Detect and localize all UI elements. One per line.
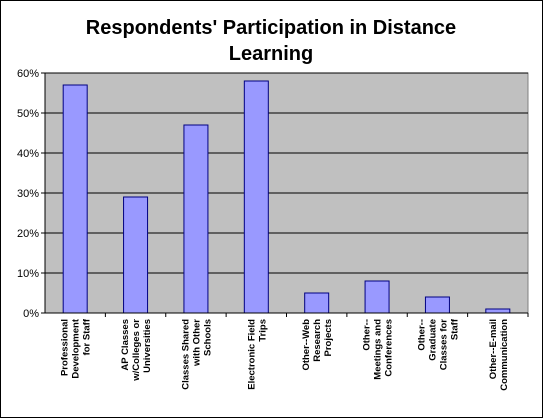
x-category-label-line: Communication — [499, 319, 510, 391]
y-tick-label: 40% — [17, 148, 39, 160]
x-category-label: Professional Development for Staff — [60, 318, 93, 378]
y-tick-label: 20% — [17, 228, 39, 240]
x-category-label-line: Classes for — [438, 319, 449, 371]
bar — [183, 124, 209, 314]
y-tick-label: 30% — [17, 188, 39, 200]
x-category-label-line: Research — [312, 319, 323, 362]
chart-title: Respondents' Participation in Distance L… — [85, 17, 457, 65]
x-category-label: Other--Web Research Projects — [301, 319, 334, 371]
bar — [304, 292, 330, 314]
x-category-label: Other-- Graduate Classes for Staff — [416, 318, 460, 370]
bar — [123, 196, 149, 314]
x-category-label: Electronic Field Trips — [246, 319, 268, 390]
bar — [243, 80, 269, 314]
x-category-label: Other--E-mail Communication — [488, 319, 510, 391]
bar — [364, 280, 390, 314]
x-category-label-line: Staff — [449, 318, 460, 340]
x-category-label-line: Universities — [142, 319, 153, 373]
bar — [62, 84, 88, 314]
x-category-label-line: Electronic Field — [246, 319, 257, 390]
bar — [424, 296, 450, 314]
y-tick-label: 10% — [17, 268, 39, 280]
x-category-label: AP Classes w/Colleges or Universities — [120, 319, 153, 382]
bar — [485, 308, 511, 314]
y-tick-label: 50% — [17, 108, 39, 120]
x-category-label-line: Classes Shared — [180, 319, 191, 390]
x-category-label-line: Trips — [257, 319, 268, 342]
x-category-label-line: Professional — [60, 319, 71, 376]
x-category-label-line: for Staff — [82, 318, 93, 355]
x-category-label-line: Graduate — [427, 319, 438, 361]
x-axis-category-labels: Professional Development for Staff AP Class… — [60, 313, 529, 391]
y-tick-label: 0% — [23, 308, 39, 320]
x-category-label-line: Other-- — [362, 319, 373, 351]
x-category-label-line: with Other — [191, 319, 202, 367]
x-category-label-line: Projects — [323, 319, 334, 357]
x-category-label-line: Other--E-mail — [488, 319, 499, 379]
x-category-label: Other-- Meetings and Conferences — [362, 319, 395, 380]
x-category-label: Classes Shared with Other Schools — [180, 319, 213, 390]
x-category-label-line: AP Classes — [120, 319, 131, 371]
x-category-label-line: Conferences — [384, 319, 395, 377]
x-category-label-line: Other-- — [416, 319, 427, 351]
x-category-label-line: Development — [71, 318, 82, 378]
y-axis-ticks: 0% 10% 20% 30% 40% 50% 60% — [17, 68, 45, 320]
x-category-label-line: w/Colleges or — [131, 319, 142, 382]
x-category-label-line: Other--Web — [301, 319, 312, 371]
x-category-label-line: Schools — [202, 319, 213, 356]
y-tick-label: 60% — [17, 68, 39, 80]
x-category-label-line: Meetings and — [373, 319, 384, 380]
